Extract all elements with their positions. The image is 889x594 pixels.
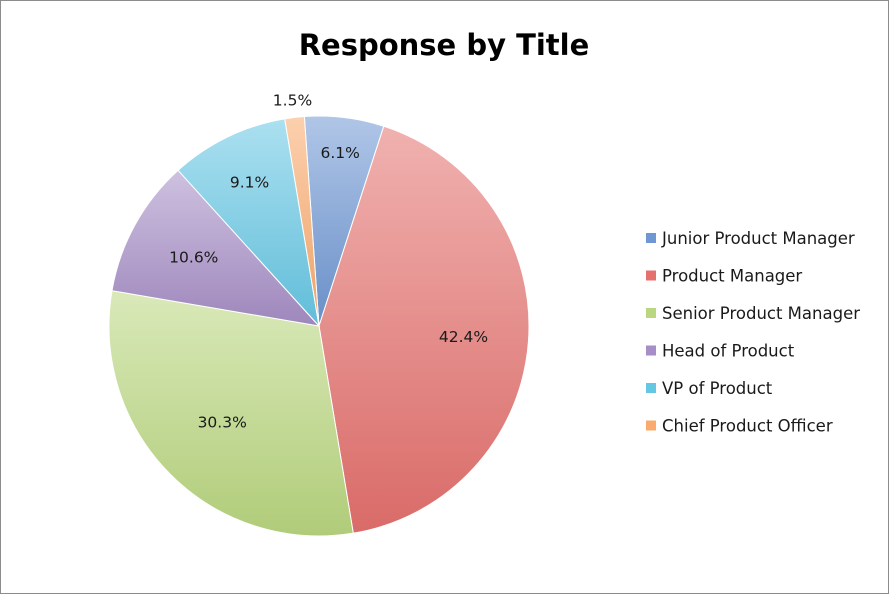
legend-label-chief-product-officer: Chief Product Officer	[662, 417, 833, 436]
legend-swatch-senior-product-manager	[646, 308, 656, 318]
slice-labels: 6.1% 42.4% 30.3% 10.6% 9.1% 1.5%	[169, 92, 488, 432]
legend-label-head-of-product: Head of Product	[662, 342, 795, 361]
slice-vp-of-product	[177, 118, 320, 328]
slice-chief-product-officer	[284, 115, 320, 327]
slice-senior-product-manager	[108, 290, 354, 537]
pie-slices	[108, 115, 530, 537]
legend-swatch-vp-of-product	[646, 383, 656, 393]
legend: Junior Product Manager Product Manager Sen…	[646, 229, 860, 436]
slice-label-product-manager: 42.4%	[439, 328, 488, 346]
legend-label-junior-product-manager: Junior Product Manager	[661, 229, 855, 248]
chart-title: Response by Title	[299, 28, 590, 62]
slice-label-head-of-product: 10.6%	[169, 248, 218, 266]
slice-label-chief-product-officer: 1.5%	[273, 92, 312, 110]
legend-label-product-manager: Product Manager	[662, 267, 802, 286]
legend-label-senior-product-manager: Senior Product Manager	[662, 304, 860, 323]
legend-swatch-product-manager	[646, 270, 656, 281]
legend-swatch-junior-product-manager	[646, 233, 656, 243]
legend-swatch-chief-product-officer	[646, 420, 656, 431]
slice-label-junior-product-manager: 6.1%	[321, 144, 360, 162]
slice-head-of-product	[111, 169, 321, 327]
slice-label-senior-product-manager: 30.3%	[198, 413, 247, 431]
legend-label-vp-of-product: VP of Product	[662, 379, 773, 398]
slice-label-vp-of-product: 9.1%	[230, 173, 269, 191]
legend-swatch-head-of-product	[646, 345, 656, 356]
slice-product-manager	[318, 125, 530, 534]
